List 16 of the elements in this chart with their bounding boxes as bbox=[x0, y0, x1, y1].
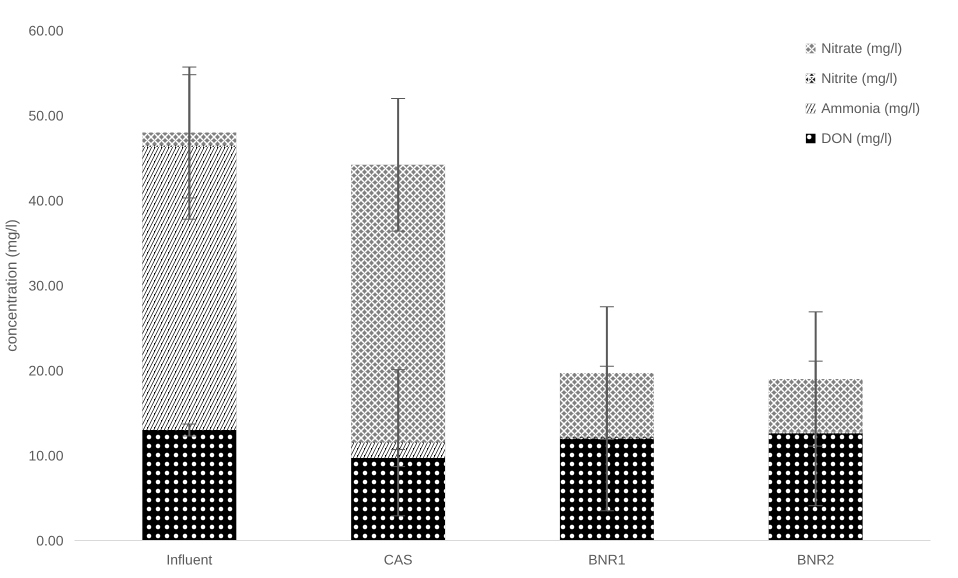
x-tick-label: BNR2 bbox=[797, 552, 835, 568]
x-tick-label: Influent bbox=[166, 552, 212, 568]
legend-label: Nitrate (mg/l) bbox=[821, 40, 902, 56]
y-tick-label: 0.00 bbox=[36, 532, 64, 548]
y-tick-label: 20.00 bbox=[28, 362, 64, 378]
y-tick-label: 30.00 bbox=[28, 278, 64, 294]
legend-label: Ammonia (mg/l) bbox=[821, 100, 920, 116]
y-tick-label: 60.00 bbox=[28, 22, 64, 38]
y-tick-label: 10.00 bbox=[28, 448, 64, 464]
x-tick-label: CAS bbox=[384, 552, 413, 568]
y-tick-label: 50.00 bbox=[28, 108, 64, 124]
x-tick-label: BNR1 bbox=[588, 552, 626, 568]
y-tick-label: 40.00 bbox=[28, 192, 64, 208]
legend-label: DON (mg/l) bbox=[821, 130, 892, 146]
y-axis-title: concentration (mg/l) bbox=[3, 219, 20, 352]
legend-label: Nitrite (mg/l) bbox=[821, 70, 898, 86]
